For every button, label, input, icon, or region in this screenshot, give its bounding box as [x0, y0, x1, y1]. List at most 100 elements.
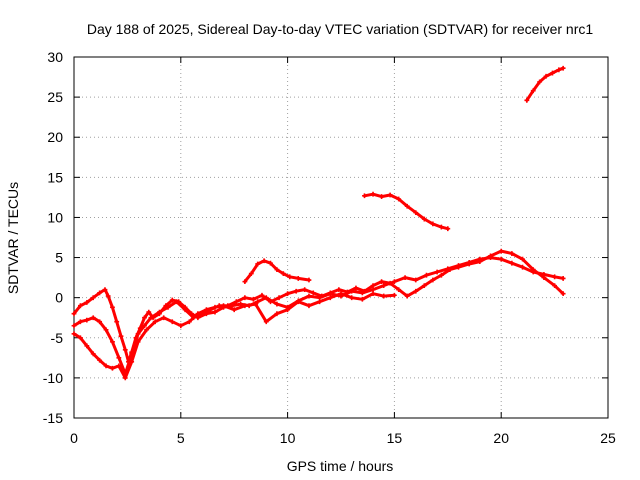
data-point [71, 331, 77, 337]
data-point [71, 323, 77, 329]
data-point [370, 283, 376, 289]
data-series [71, 65, 566, 381]
data-point [212, 309, 218, 315]
data-point [349, 295, 355, 301]
data-point [509, 260, 515, 266]
data-point [276, 295, 282, 301]
data-point [110, 339, 115, 345]
data-point [353, 285, 359, 291]
data-point [90, 295, 96, 301]
data-point [552, 283, 557, 289]
data-point [498, 248, 504, 254]
data-point [186, 319, 192, 325]
data-point [135, 331, 141, 337]
data-point [78, 319, 83, 325]
data-point [345, 289, 350, 295]
data-point [543, 73, 549, 79]
data-point [560, 65, 566, 71]
data-point [524, 97, 530, 103]
series-trace [243, 259, 311, 284]
y-tick-label: 15 [47, 169, 63, 185]
data-point [248, 271, 254, 276]
data-point [84, 317, 90, 323]
series-trace [363, 192, 450, 231]
data-point [541, 275, 547, 281]
data-point [148, 315, 154, 321]
data-point [118, 333, 124, 339]
data-point [310, 290, 316, 296]
data-point [421, 283, 427, 289]
data-point [238, 301, 244, 307]
data-point [396, 196, 402, 202]
data-point [280, 271, 286, 276]
plot-frame [73, 56, 609, 419]
data-point [268, 260, 273, 266]
data-point [253, 301, 258, 307]
data-point [102, 287, 108, 293]
data-point [552, 274, 557, 280]
data-point [438, 224, 444, 230]
data-point [413, 210, 419, 216]
data-point [90, 315, 96, 321]
data-point [169, 319, 175, 325]
data-point [251, 296, 256, 302]
data-point [336, 287, 342, 293]
y-tick-label: 10 [47, 209, 63, 225]
data-point [285, 291, 290, 297]
data-point [327, 290, 333, 296]
data-point [370, 287, 376, 293]
data-point [537, 79, 543, 85]
data-point [129, 359, 135, 365]
data-point [174, 299, 179, 305]
data-point [259, 292, 265, 298]
data-point [116, 363, 122, 369]
data-point [142, 323, 147, 329]
data-point [362, 193, 367, 199]
data-point [84, 300, 90, 305]
data-point [317, 299, 323, 305]
series-track-c [71, 291, 397, 381]
series-track-d [242, 258, 312, 285]
data-point [157, 309, 162, 315]
data-point [122, 375, 128, 381]
data-point [556, 67, 562, 73]
y-tick-label: -15 [43, 410, 63, 426]
data-point [97, 290, 103, 296]
data-point [152, 319, 158, 325]
data-point [231, 307, 237, 313]
data-point [509, 251, 515, 256]
data-point [413, 288, 419, 294]
data-point [78, 303, 83, 309]
data-point [387, 192, 393, 198]
y-tick-label: 20 [47, 129, 63, 145]
data-point [242, 303, 248, 309]
data-point [84, 343, 90, 349]
data-point [302, 287, 308, 293]
data-point [268, 299, 273, 305]
data-point [488, 253, 493, 259]
data-point [103, 327, 109, 333]
data-point [381, 293, 387, 299]
data-point [456, 264, 461, 270]
data-point [78, 335, 83, 341]
data-point [195, 311, 201, 317]
y-tick-label: 30 [47, 49, 63, 65]
data-point [392, 292, 397, 298]
data-point [520, 256, 525, 262]
data-point [466, 261, 472, 267]
data-point [379, 194, 384, 199]
data-point [71, 311, 77, 317]
data-point [550, 70, 555, 76]
data-point [477, 259, 483, 264]
data-point [110, 304, 115, 310]
data-point [212, 304, 218, 310]
series-trace [525, 66, 565, 102]
data-point [142, 315, 147, 321]
data-point [144, 327, 150, 333]
data-point [161, 315, 167, 321]
data-point [165, 304, 171, 310]
data-point [274, 311, 280, 317]
series-track-f [524, 65, 566, 103]
series-track-e [362, 191, 451, 232]
